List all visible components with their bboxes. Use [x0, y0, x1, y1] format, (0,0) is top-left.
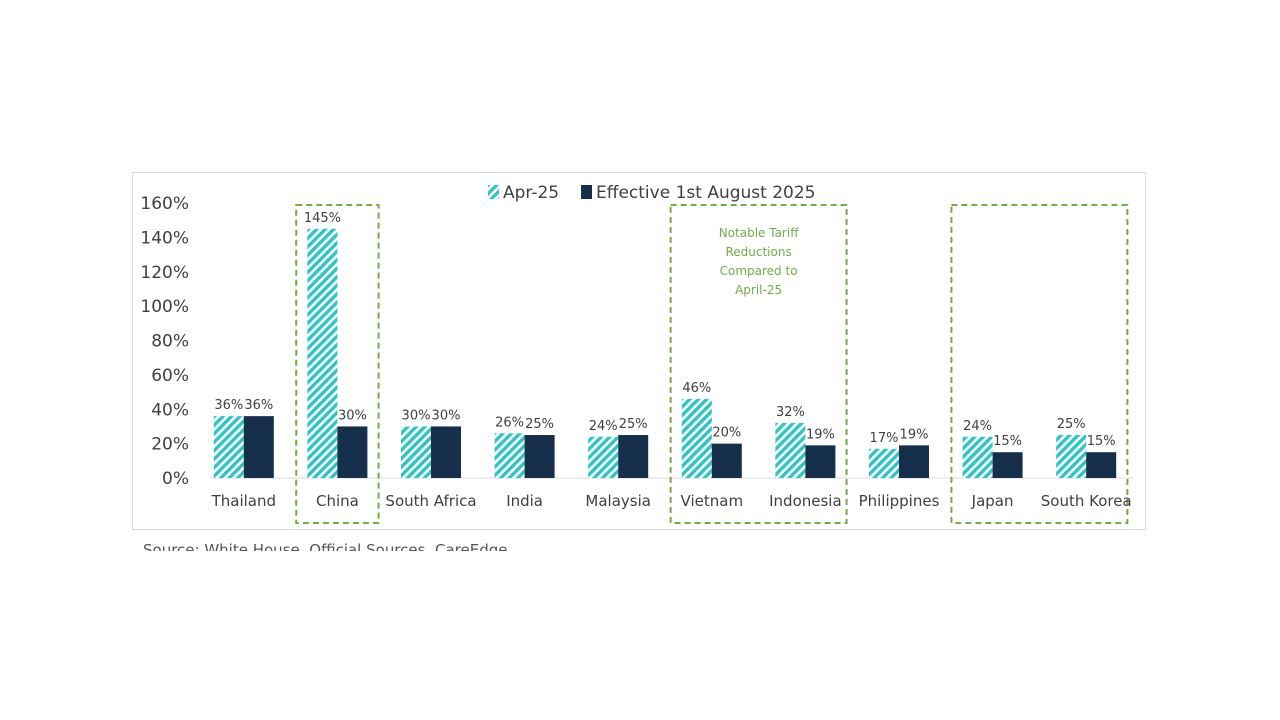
- y-tick-label: 120%: [140, 263, 189, 283]
- category-label-south-korea: South Korea: [1041, 492, 1132, 510]
- bar-apr-25-south-korea: [1056, 435, 1087, 478]
- legend: Apr-25 Effective 1st August 2025: [488, 183, 815, 203]
- data-label-aug-2025-vietnam: 20%: [712, 426, 741, 441]
- chart-frame: Apr-25 Effective 1st August 2025 0% 20% 40%…: [132, 172, 1146, 530]
- bar-apr-25-japan: [962, 436, 993, 478]
- bar-aug-2025-india: [524, 435, 555, 478]
- y-tick-label: 40%: [151, 400, 189, 420]
- data-label-apr-25-philippines: 17%: [870, 431, 899, 446]
- data-label-aug-2025-india: 25%: [525, 417, 554, 432]
- data-label-apr-25-south-korea: 25%: [1057, 417, 1086, 432]
- bar-apr-25-india: [494, 433, 525, 478]
- data-labels: 36% 36%145%30% 30% 30% 26% 25% 24% 25%46%20%32%…: [214, 211, 1115, 449]
- category-label-south-africa: South Africa: [385, 492, 476, 510]
- bar-chart: Apr-25 Effective 1st August 2025 0% 20% 40%…: [140, 183, 1133, 524]
- annotation-line-3: Compared to: [720, 264, 798, 278]
- bar-aug-2025-vietnam: [711, 443, 742, 478]
- y-tick-label: 20%: [151, 435, 189, 455]
- data-label-apr-25-indonesia: 32%: [776, 405, 805, 420]
- category-label-indonesia: Indonesia: [769, 492, 842, 510]
- annotation-line-4: April-25: [735, 283, 782, 297]
- annotation-line-2: Reductions: [725, 245, 791, 259]
- highlight-box-1: [295, 204, 380, 524]
- data-label-apr-25-thailand: 36%: [214, 398, 243, 413]
- legend-swatch-apr-25: [488, 185, 499, 199]
- category-label-japan: Japan: [971, 492, 1014, 510]
- category-label-india: India: [506, 492, 543, 510]
- bar-aug-2025-malaysia: [618, 435, 649, 478]
- data-label-apr-25-malaysia: 24%: [589, 419, 618, 434]
- data-label-aug-2025-china: 30%: [338, 408, 367, 423]
- bars: [213, 228, 1117, 478]
- bar-aug-2025-thailand: [243, 416, 274, 478]
- data-label-aug-2025-japan: 15%: [993, 434, 1022, 449]
- y-tick-label: 80%: [151, 332, 189, 352]
- category-label-vietnam: Vietnam: [681, 492, 744, 510]
- highlight-boxes: [295, 204, 1129, 524]
- data-label-apr-25-vietnam: 46%: [682, 381, 711, 396]
- data-label-apr-25-south-africa: 30%: [402, 408, 431, 423]
- y-axis: 0% 20% 40% 60% 80% 100% 120% 140% 160%: [140, 194, 1133, 489]
- legend-label-aug-2025: Effective 1st August 2025: [596, 183, 815, 203]
- category-label-malaysia: Malaysia: [585, 492, 651, 510]
- data-label-aug-2025-indonesia: 19%: [806, 427, 835, 442]
- bar-aug-2025-south-korea: [1086, 452, 1117, 478]
- bar-apr-25-malaysia: [588, 436, 619, 478]
- bar-aug-2025-philippines: [899, 445, 929, 478]
- y-tick-label: 60%: [151, 366, 189, 386]
- bar-apr-25-indonesia: [775, 423, 806, 478]
- bar-apr-25-thailand: [213, 416, 244, 478]
- y-tick-label: 100%: [140, 297, 189, 317]
- data-label-aug-2025-south-africa: 30%: [432, 408, 461, 423]
- annotation-line-1: Notable Tariff: [719, 226, 799, 240]
- data-label-aug-2025-south-korea: 15%: [1087, 434, 1116, 449]
- y-tick-label: 140%: [140, 228, 189, 248]
- y-tick-label: 160%: [140, 194, 189, 214]
- category-label-thailand: Thailand: [211, 492, 276, 510]
- data-label-aug-2025-malaysia: 25%: [619, 417, 648, 432]
- data-label-apr-25-india: 26%: [495, 415, 524, 430]
- bar-apr-25-south-africa: [401, 426, 431, 478]
- category-label-philippines: Philippines: [859, 492, 940, 510]
- data-label-aug-2025-thailand: 36%: [244, 398, 273, 413]
- bar-apr-25-philippines: [869, 448, 899, 478]
- y-tick-label: 0%: [162, 469, 189, 489]
- bar-aug-2025-japan: [992, 452, 1023, 478]
- data-label-aug-2025-philippines: 19%: [900, 427, 929, 442]
- bar-apr-25-vietnam: [681, 398, 712, 478]
- bar-aug-2025-south-africa: [431, 426, 461, 478]
- highlight-box-2: [669, 204, 848, 524]
- highlight-box-3: [950, 204, 1129, 524]
- category-label-china: China: [316, 492, 359, 510]
- data-label-apr-25-japan: 24%: [963, 419, 992, 434]
- source-note: Source: White House, Official Sources, C…: [143, 541, 508, 551]
- bar-aug-2025-indonesia: [805, 445, 836, 478]
- data-label-apr-25-china: 145%: [304, 211, 341, 226]
- x-axis-categories: Thailand China South Africa India Malaysia Vi…: [211, 492, 1132, 510]
- legend-swatch-aug-2025: [581, 185, 592, 199]
- annotation-note: Notable Tariff Reductions Compared to April…: [719, 226, 799, 297]
- bar-aug-2025-china: [337, 426, 368, 478]
- bar-apr-25-china: [307, 228, 338, 478]
- legend-label-apr-25: Apr-25: [503, 183, 559, 203]
